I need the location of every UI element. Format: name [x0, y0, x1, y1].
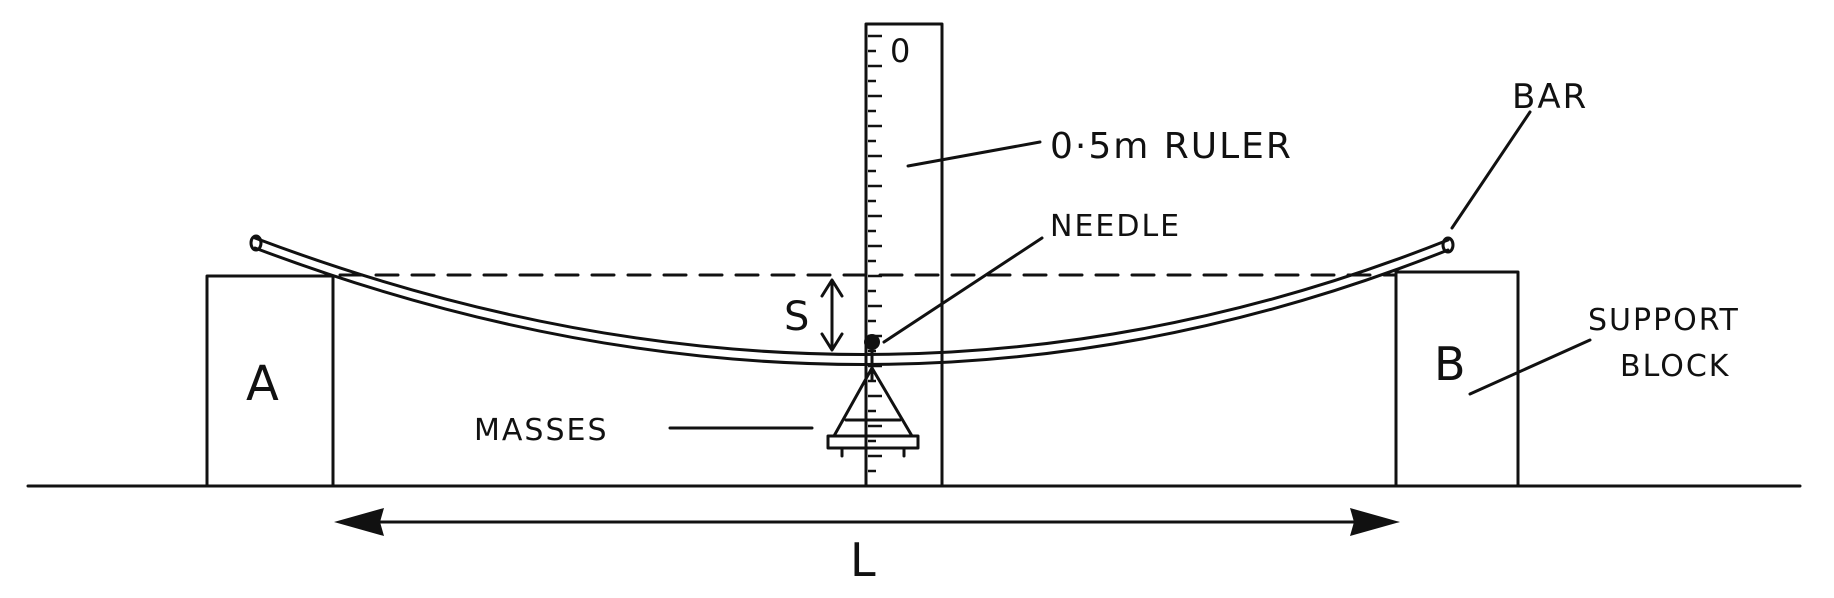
support-block-label-line2: BLOCK — [1620, 349, 1730, 384]
block-a-label: A — [246, 356, 281, 412]
support-block-a — [205, 274, 335, 488]
ruler: 0 — [864, 22, 944, 488]
masses-label: MASSES — [474, 413, 609, 448]
bar — [249, 234, 1455, 366]
length-arrow-left-head — [334, 508, 384, 536]
support-block-b — [1394, 270, 1520, 488]
needle-leader-line — [882, 236, 1044, 344]
needle-label: NEEDLE — [1050, 209, 1181, 244]
ruler-label: 0·5m RULER — [1050, 126, 1293, 167]
length-arrow-right-head — [1350, 508, 1400, 536]
ruler-zero-mark: 0 — [890, 32, 912, 70]
bar-leader-line — [1450, 110, 1532, 230]
ruler-ticks — [868, 34, 882, 473]
support-block-leader-line — [1468, 338, 1592, 396]
bar-label: BAR — [1512, 77, 1588, 117]
ruler-leader-line — [906, 140, 1042, 168]
mass-hanger — [826, 348, 920, 458]
block-b-label: B — [1434, 337, 1468, 391]
length-arrow — [334, 508, 1400, 536]
sag-arrow — [820, 278, 844, 352]
needle-marker — [864, 334, 880, 350]
length-label: L — [850, 533, 878, 587]
support-block-label-line1: SUPPORT — [1588, 303, 1740, 338]
sag-label: S — [784, 294, 811, 340]
